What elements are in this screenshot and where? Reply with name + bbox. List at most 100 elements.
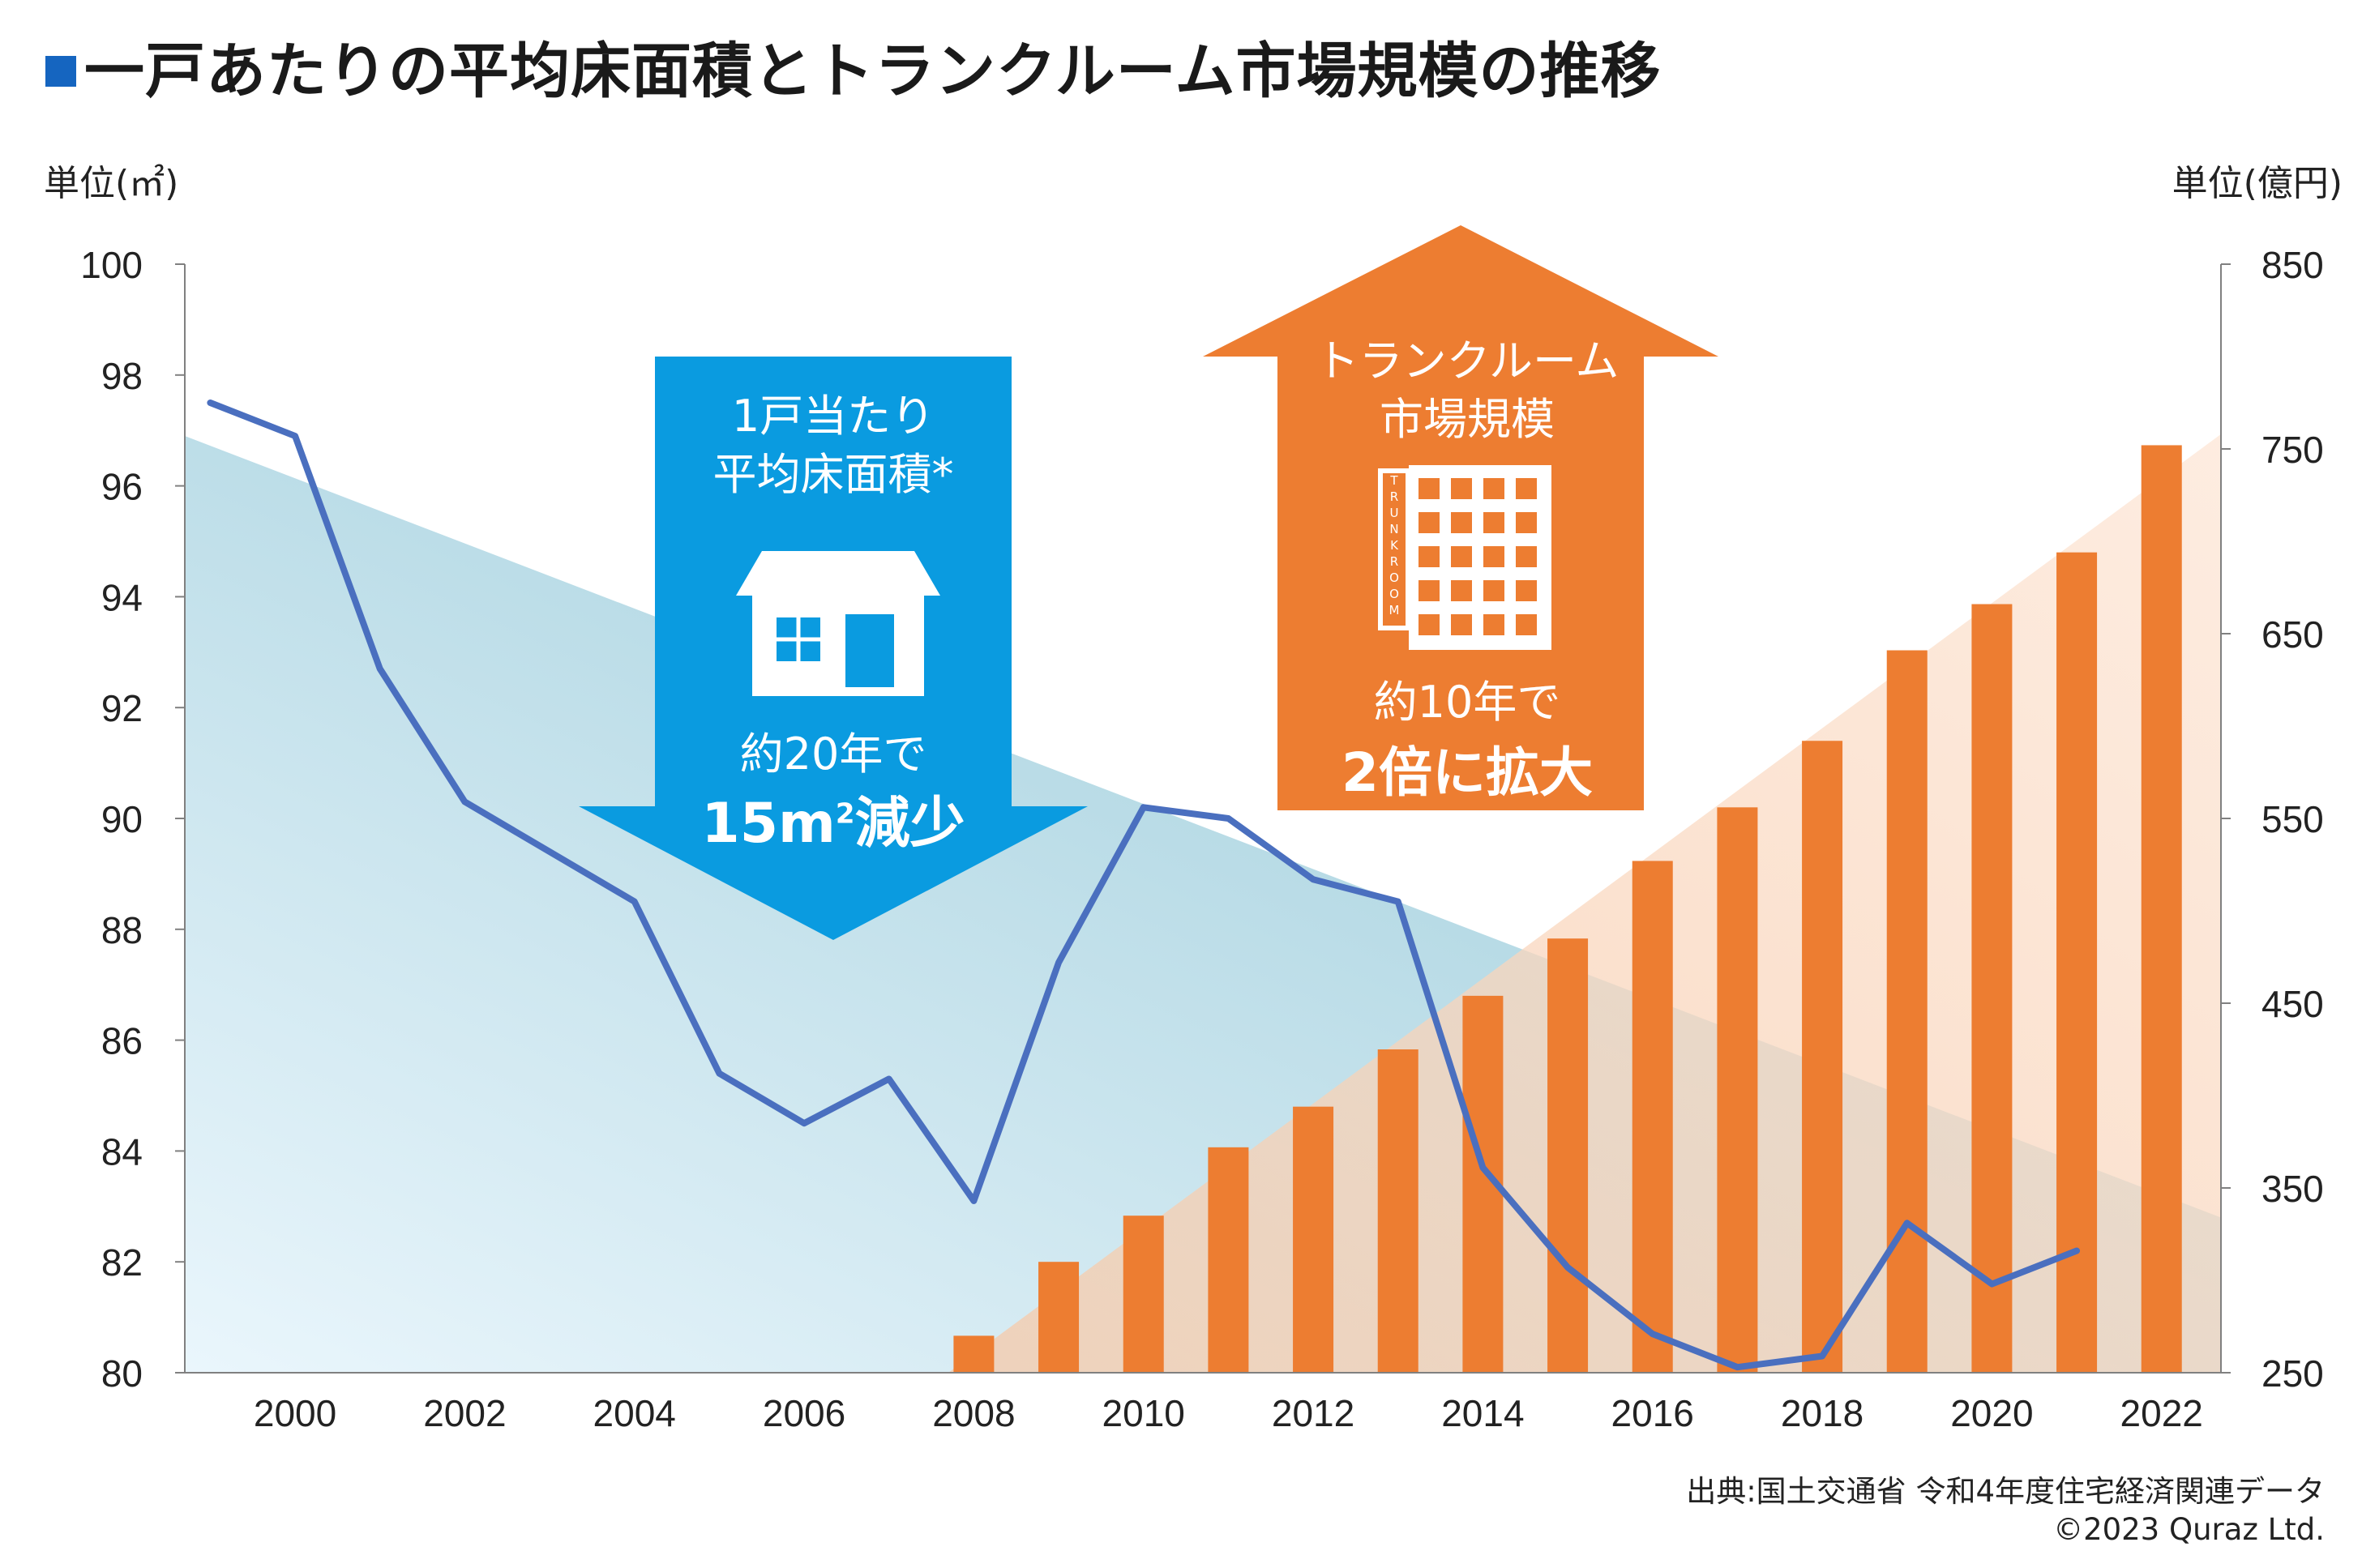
- x-tick-label: 2018: [1781, 1392, 1863, 1434]
- building-window: [1516, 512, 1537, 533]
- title-square-icon: [45, 56, 76, 87]
- building-window: [1483, 614, 1504, 635]
- blue-callout-heading: 1戸当たり 平均床面積*: [655, 387, 1012, 504]
- building-window: [1418, 580, 1440, 601]
- x-tick-label: 2010: [1102, 1392, 1185, 1434]
- bar-2009: [1038, 1262, 1080, 1373]
- right-axis-unit: 単位(億円): [2172, 163, 2343, 204]
- x-tick-label: 2002: [423, 1392, 506, 1434]
- bar-2013: [1377, 1049, 1418, 1373]
- trunkroom-letter: M: [1389, 603, 1400, 617]
- building-window: [1418, 512, 1440, 533]
- left-tick-label: 96: [101, 466, 143, 508]
- blue-callout-result: 15m2減少: [655, 778, 1012, 858]
- bar-2017: [1717, 807, 1758, 1373]
- x-tick-label: 2020: [1950, 1392, 2033, 1434]
- line-point-2021: [2074, 1248, 2080, 1254]
- bar-2021: [2056, 552, 2098, 1373]
- line-point-2005: [717, 1070, 722, 1076]
- bar-2010: [1123, 1216, 1164, 1373]
- blue-callout-period: 約20年で: [739, 728, 927, 780]
- building-window: [1516, 614, 1537, 635]
- building-window: [1451, 478, 1472, 499]
- bar-2019: [1886, 650, 1928, 1373]
- line-point-2016: [1650, 1331, 1655, 1337]
- blue-callout-rest: 減少: [854, 792, 965, 856]
- right-tick-label: 350: [2261, 1168, 2324, 1210]
- left-axis-unit: 単位(㎡): [44, 163, 179, 204]
- bar-2022: [2141, 445, 2182, 1374]
- x-tick-label: 2008: [932, 1392, 1015, 1434]
- line-point-2009: [1056, 959, 1062, 965]
- bar-2015: [1547, 938, 1589, 1373]
- line-point-2017: [1735, 1365, 1740, 1370]
- building-window: [1451, 546, 1472, 567]
- blue-callout-unit: m: [778, 792, 836, 856]
- orange-callout-result: 2倍に拡大: [1341, 741, 1593, 804]
- building-window: [1516, 546, 1537, 567]
- line-point-2019: [1904, 1220, 1910, 1226]
- line-point-2012: [1311, 877, 1316, 882]
- left-tick-label: 80: [101, 1352, 143, 1395]
- line-point-2013: [1395, 899, 1401, 904]
- x-tick-label: 2014: [1441, 1392, 1524, 1434]
- trunkroom-letter: R: [1390, 554, 1398, 569]
- line-point-2007: [886, 1076, 892, 1082]
- trunkroom-letter: O: [1389, 570, 1399, 585]
- bar-2008: [953, 1335, 995, 1373]
- building-window: [1451, 512, 1472, 533]
- line-point-2008: [971, 1198, 977, 1203]
- line-point-2018: [1820, 1353, 1825, 1359]
- bar-2016: [1632, 861, 1673, 1373]
- orange-callout-heading: トランクルーム 市場規模: [1281, 332, 1654, 449]
- building-window: [1418, 478, 1440, 499]
- line-point-2011: [1226, 816, 1231, 821]
- left-tick-label: 88: [101, 909, 143, 951]
- copyright-note: ©2023 Quraz Ltd.: [2053, 1512, 2325, 1547]
- trunkroom-letter: O: [1389, 587, 1399, 601]
- trunkroom-letter: U: [1390, 506, 1399, 520]
- line-point-2020: [1989, 1281, 1995, 1287]
- line-point-2015: [1565, 1265, 1571, 1271]
- bar-2020: [1971, 604, 2013, 1373]
- building-window: [1418, 546, 1440, 567]
- blue-callout-unit-sup: 2: [835, 797, 855, 831]
- house-icon: [736, 551, 940, 696]
- bar-2018: [1802, 741, 1843, 1373]
- line-point-2002: [462, 799, 468, 805]
- blue-callout-line1: 1戸当たり: [731, 391, 935, 442]
- right-tick-label: 750: [2261, 429, 2324, 471]
- trunkroom-letter: K: [1390, 538, 1399, 553]
- title-text: 一戸あたりの平均床面積とトランクルーム市場規模の推移: [84, 36, 1662, 106]
- left-tick-label: 90: [101, 798, 143, 840]
- blue-arrow-callout: [579, 357, 1088, 940]
- left-tick-label: 82: [101, 1241, 143, 1284]
- building-window: [1516, 478, 1537, 499]
- building-window: [1483, 546, 1504, 567]
- left-tick-label: 86: [101, 1020, 143, 1062]
- x-tick-label: 2006: [763, 1392, 845, 1434]
- left-tick-label: 98: [101, 355, 143, 397]
- left-tick-label: 92: [101, 687, 143, 729]
- orange-callout-line2: 市場規模: [1380, 394, 1555, 445]
- orange-callout-period: 約10年で: [1373, 677, 1561, 728]
- building-window: [1483, 580, 1504, 601]
- x-tick-label: 2016: [1611, 1392, 1694, 1434]
- bar-2012: [1293, 1106, 1334, 1373]
- trunkroom-letter: T: [1389, 473, 1398, 488]
- x-tick-label: 2012: [1272, 1392, 1354, 1434]
- building-window: [1418, 614, 1440, 635]
- line-point-2003: [547, 849, 553, 855]
- building-window: [1483, 478, 1504, 499]
- left-tick-label: 94: [101, 576, 143, 618]
- building-window: [1516, 580, 1537, 601]
- building-window: [1451, 614, 1472, 635]
- bar-2011: [1208, 1147, 1249, 1373]
- right-tick-label: 550: [2261, 798, 2324, 840]
- line-point-2000: [293, 434, 298, 439]
- trunkroom-letter: R: [1390, 489, 1398, 504]
